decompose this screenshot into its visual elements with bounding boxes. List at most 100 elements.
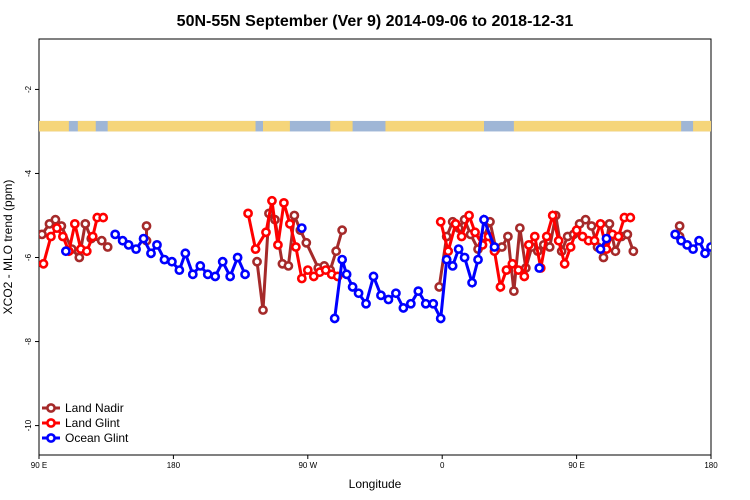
data-point [674, 221, 685, 231]
data-point [225, 271, 236, 282]
land-patch [693, 120, 711, 132]
data-point [547, 210, 558, 221]
data-point [302, 265, 313, 276]
data-point [290, 242, 301, 252]
data-point [688, 244, 698, 255]
data-point [180, 248, 191, 259]
data-point [202, 269, 213, 280]
data-point [167, 256, 177, 267]
chart-title: 50N-55N September (Ver 9) 2014-09-06 to … [177, 13, 574, 30]
land-patch [39, 120, 69, 132]
data-point [329, 313, 340, 324]
data-point [210, 271, 221, 282]
data-point [289, 210, 300, 221]
data-point [625, 212, 636, 223]
data-point [694, 235, 704, 246]
y-tick-label: -6 [24, 253, 33, 261]
data-point [98, 212, 109, 223]
data-point [368, 271, 379, 282]
data-point [479, 214, 489, 225]
data-point [598, 252, 609, 263]
y-tick-label: -8 [24, 337, 33, 345]
data-point [141, 221, 152, 231]
data-point [250, 244, 261, 255]
data-point [413, 286, 424, 297]
data-point [341, 269, 352, 280]
data-point [497, 242, 507, 252]
data-point [595, 244, 606, 255]
data-point [508, 286, 519, 297]
data-point [453, 244, 464, 255]
data-point [74, 252, 85, 263]
data-point [159, 254, 170, 265]
data-point [232, 252, 243, 263]
data-point [273, 239, 283, 250]
data-point [589, 235, 600, 246]
data-point [503, 231, 513, 242]
data-point [69, 218, 80, 229]
data-point [102, 242, 113, 252]
x-tick-label: 90 E [568, 461, 584, 470]
data-point [595, 218, 606, 229]
land-patch [263, 120, 290, 132]
y-axis-ticks: -2 -4 -6 -8 -10 [24, 85, 39, 431]
data-point [252, 256, 262, 267]
data-point [398, 303, 409, 313]
data-point [610, 246, 621, 257]
data-point [565, 242, 576, 252]
data-point [195, 261, 206, 271]
data-point [57, 231, 68, 242]
land-ocean-band [39, 120, 711, 132]
y-tick-label: -2 [24, 85, 33, 93]
data-point [706, 242, 711, 252]
data-point [296, 273, 307, 284]
y-tick-label: -4 [24, 169, 33, 177]
data-point [586, 221, 597, 231]
data-point [464, 210, 474, 221]
data-point [267, 195, 277, 206]
land-patch [77, 120, 96, 132]
x-axis-ticks: 90 E 180 90 W 0 90 E 180 [31, 455, 718, 470]
data-point [337, 254, 348, 265]
land-patch [330, 120, 353, 132]
legend-marker [46, 403, 56, 413]
series-ocean-glint [60, 213, 711, 324]
land-patch [107, 120, 256, 132]
data-point [258, 305, 268, 315]
data-point [405, 298, 416, 309]
data-point [187, 269, 198, 280]
data-point [613, 231, 624, 242]
data-point [435, 216, 446, 227]
data-point [435, 313, 446, 324]
data-point [96, 235, 107, 246]
data-point [146, 248, 156, 259]
data-point [459, 252, 470, 263]
data-point [604, 218, 615, 229]
data-point [622, 229, 633, 240]
data-point [495, 282, 506, 292]
data-point [513, 265, 524, 276]
data-point [279, 197, 289, 208]
data-point [261, 227, 271, 238]
data-point [81, 246, 92, 257]
legend-marker [46, 418, 56, 428]
legend-label: Ocean Glint [65, 431, 129, 445]
data-point [534, 263, 545, 273]
data-point [420, 298, 431, 309]
data-point [376, 290, 386, 301]
data-point [138, 233, 149, 244]
data-point [441, 254, 452, 265]
data-point [514, 223, 525, 233]
data-point [434, 282, 445, 292]
x-tick-label: 0 [440, 461, 445, 470]
data-point [284, 218, 295, 229]
data-point [553, 235, 564, 246]
data-point [544, 242, 555, 252]
data-point [174, 265, 185, 276]
data-point [39, 258, 49, 269]
legend-label: Land Glint [65, 416, 120, 430]
data-point [301, 237, 312, 248]
